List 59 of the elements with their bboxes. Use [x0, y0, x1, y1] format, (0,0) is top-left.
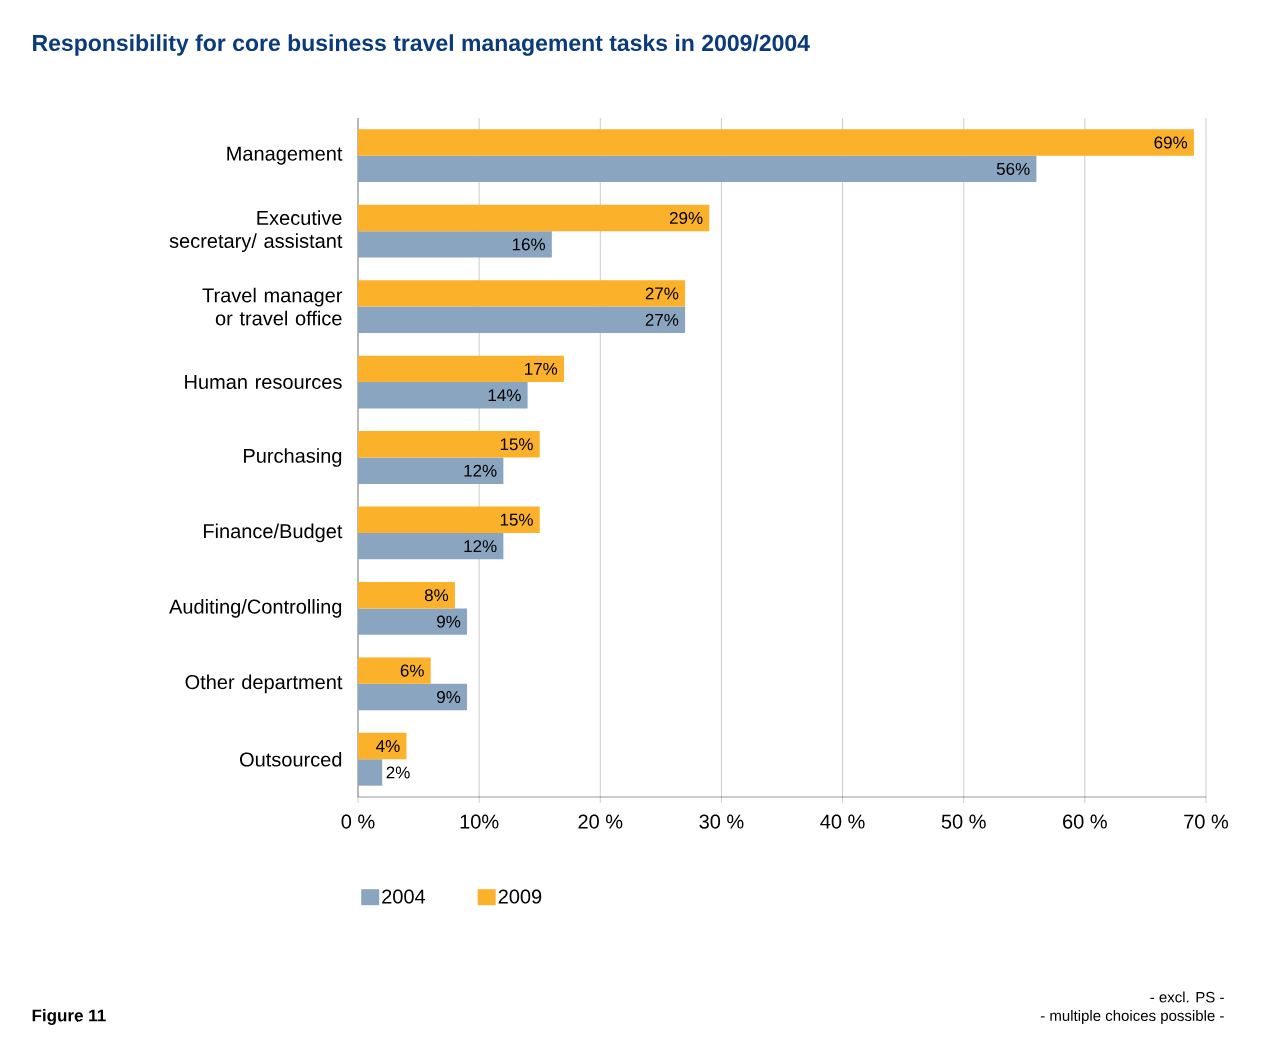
y-tick-label: Outsourced: [240, 751, 342, 767]
data-label: 15%: [500, 438, 533, 451]
y-tick-label: Human resources: [185, 375, 342, 390]
bar: [358, 306, 686, 334]
data-label: 12%: [464, 540, 497, 553]
text: - excl. PS -: [1150, 991, 1224, 1003]
bar: [358, 431, 540, 458]
bar: [358, 155, 1037, 183]
y-tick-label: Executive secretary/ assistant: [169, 210, 343, 252]
data-label: 2%: [386, 766, 410, 779]
y-tick-label: Purchasing: [244, 448, 342, 467]
data-label: 27%: [645, 287, 679, 300]
x-tick-label: 70 %: [1184, 814, 1229, 829]
data-label: 14%: [488, 389, 521, 402]
bar: [358, 532, 504, 560]
data-label: 9%: [437, 615, 461, 628]
text: - multiple choices possible -: [1040, 1009, 1224, 1024]
data-label: 12%: [464, 464, 497, 477]
data-label: 17%: [525, 362, 558, 375]
legend-label: 2004: [382, 889, 426, 904]
bar: [358, 732, 407, 760]
data-label: 15%: [500, 513, 533, 526]
bar: [358, 608, 468, 635]
x-tick-label: 10%: [460, 814, 499, 829]
data-label: 8%: [424, 589, 449, 602]
y-tick-label: Travel manager or travel office: [202, 287, 343, 326]
data-label: 9%: [437, 691, 461, 704]
x-tick-label: 50 %: [941, 814, 986, 829]
chart-title: Responsibility for core business travel management tasks in 2009/2004: [33, 34, 810, 56]
bar: [358, 457, 504, 484]
data-label: 27%: [645, 313, 679, 326]
bar: [358, 382, 528, 409]
x-tick-label: 0 %: [341, 814, 375, 829]
bar: [358, 129, 1194, 156]
x-tick-label: 40 %: [820, 814, 865, 829]
bar: [358, 506, 540, 533]
y-tick-label: Finance/Budget: [204, 523, 343, 543]
y-tick-label: Auditing/Controlling: [169, 599, 342, 618]
bar: [358, 581, 455, 609]
x-tick-label: 20 %: [578, 814, 623, 829]
data-label: 6%: [400, 664, 424, 677]
bar: [358, 657, 431, 684]
x-tick-label: 60 %: [1063, 814, 1107, 829]
data-label: 56%: [996, 162, 1030, 175]
legend-label: 2009: [498, 889, 542, 904]
data-label: 4%: [376, 740, 400, 752]
data-label: 69%: [1154, 136, 1188, 149]
bar: [358, 355, 564, 383]
x-tick-label: 30 %: [699, 814, 744, 829]
data-label: 16%: [512, 238, 546, 251]
y-tick-label: Management: [227, 146, 343, 165]
bar: [358, 683, 468, 711]
bar: [358, 280, 686, 307]
bar: [358, 759, 383, 786]
data-label: 29%: [669, 211, 703, 224]
bar: [358, 231, 552, 258]
bar: [358, 204, 710, 232]
y-tick-label: Other department: [185, 674, 343, 694]
caption: Figure 11: [32, 1009, 106, 1025]
